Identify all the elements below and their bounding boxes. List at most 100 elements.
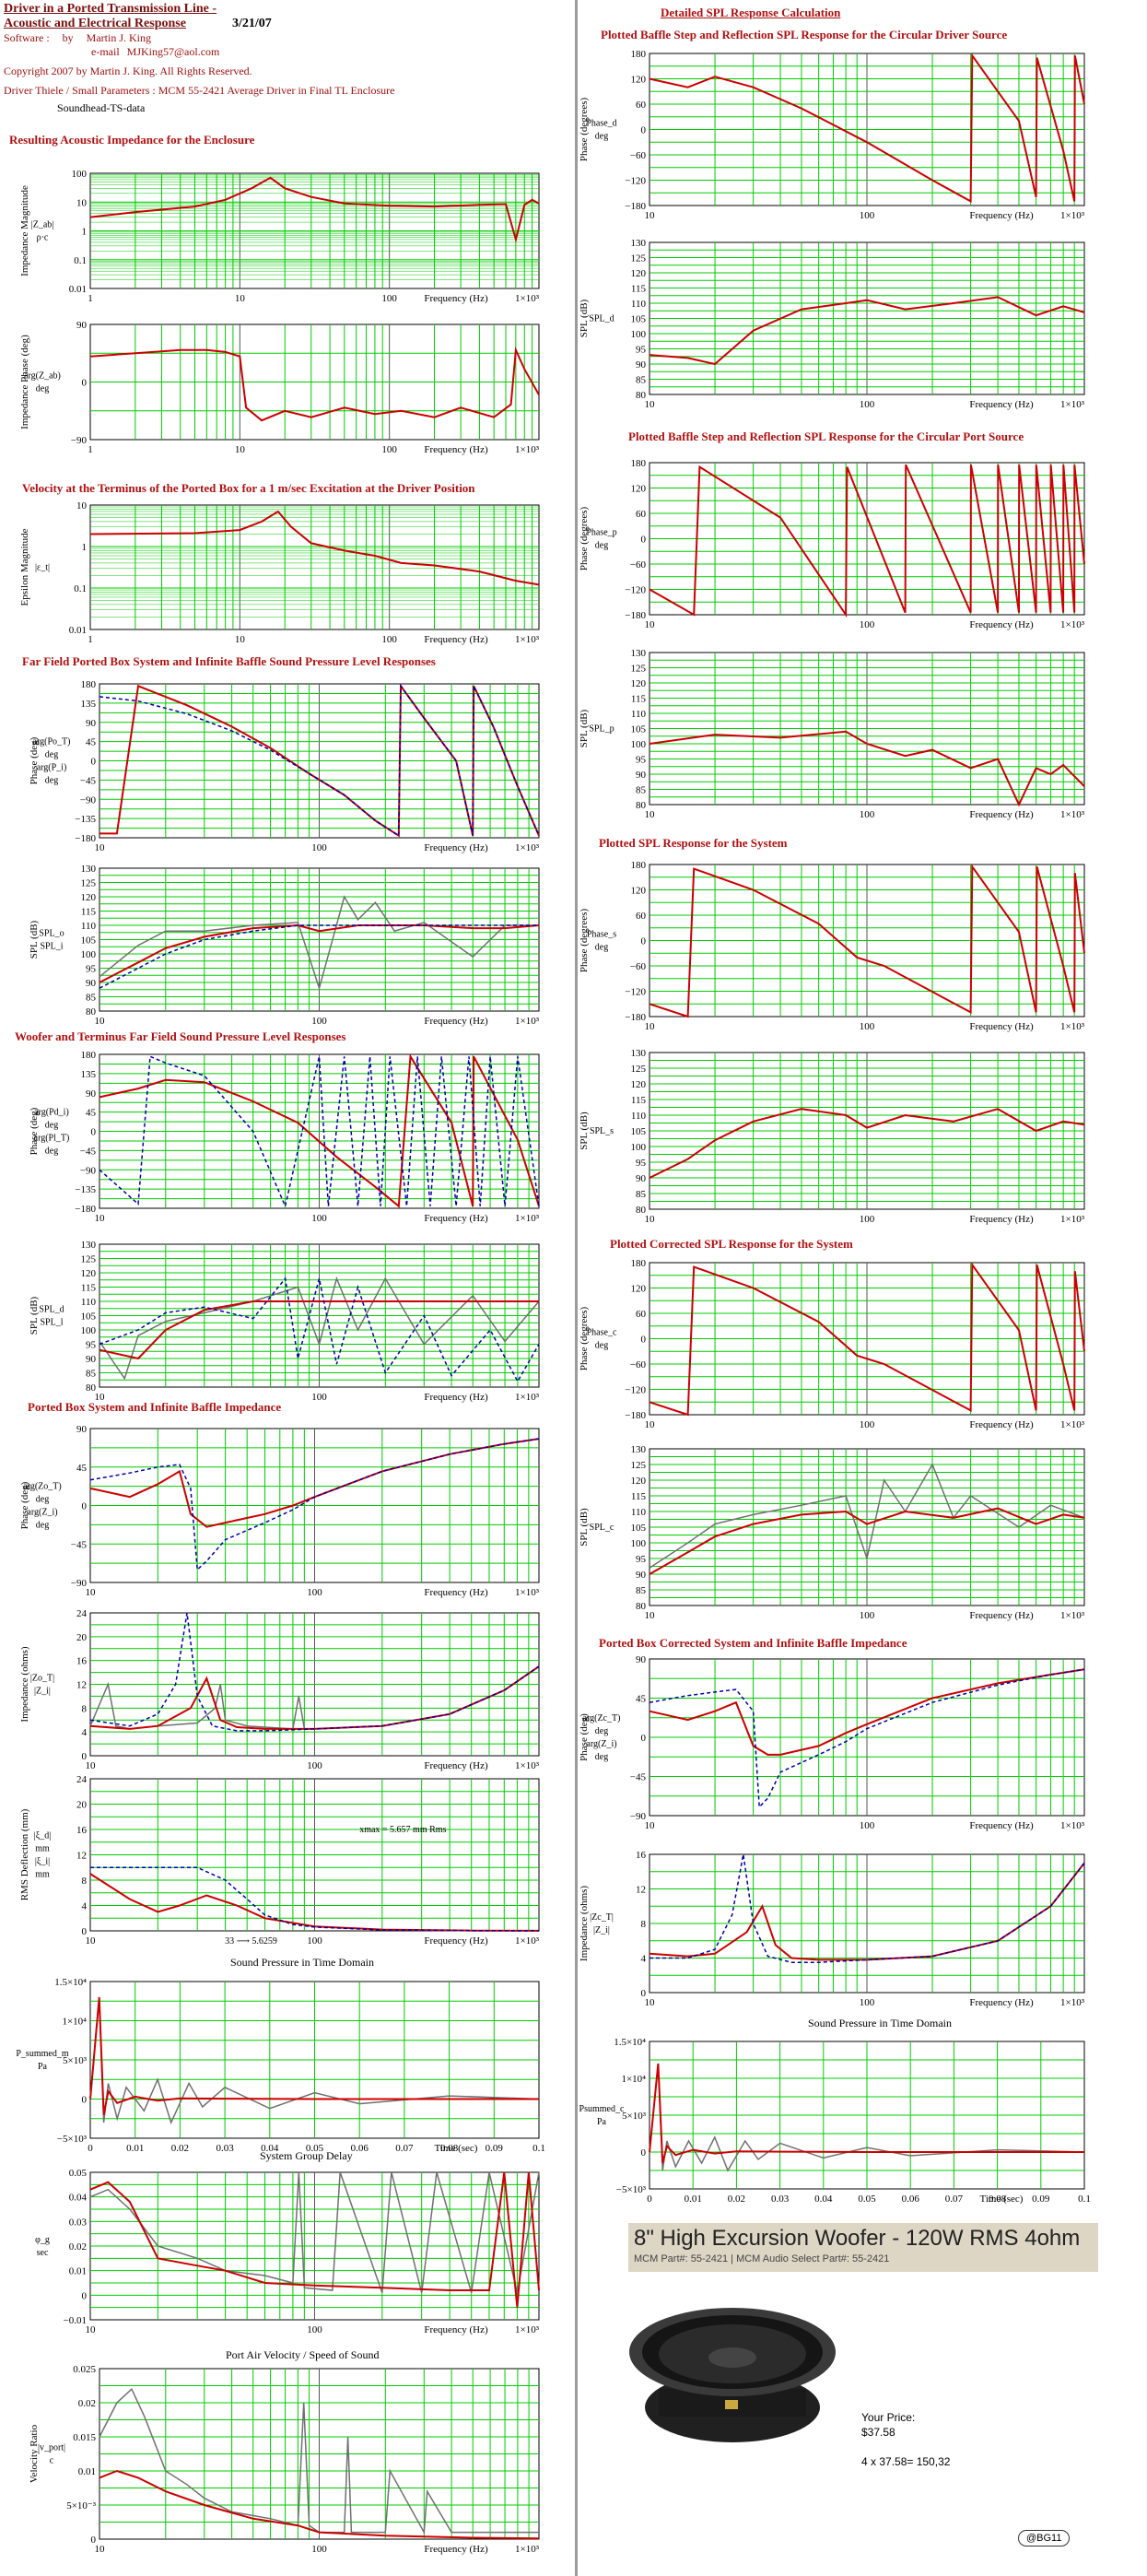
y-tick-label: 80	[636, 800, 647, 811]
y-tick-label: 115	[631, 1095, 647, 1106]
legend-entry: arg(Zc_T)	[583, 1713, 621, 1723]
y-tick-label: 125	[631, 1064, 647, 1075]
series-line-0	[89, 1873, 540, 1932]
y-tick-label: 60	[636, 100, 647, 111]
x-tick-label: 10	[645, 1610, 656, 1621]
y-tick-label: −180	[625, 1012, 646, 1023]
y-tick-label: 120	[631, 1079, 647, 1090]
y-tick-label: 4	[82, 1727, 88, 1738]
x-tick-label: 1×10³	[515, 1587, 540, 1598]
product-part: MCM Part#: 55-2421 | MCM Audio Select Pa…	[634, 2253, 890, 2264]
y-tick-label: 100	[631, 739, 647, 750]
y-tick-label: 120	[631, 1284, 647, 1295]
x-axis-label: Frequency (Hz)	[969, 809, 1034, 820]
y-axis-label: Impedance Magnitude	[19, 185, 30, 276]
x-tick-label: 10	[645, 399, 656, 410]
y-tick-label: −60	[630, 961, 647, 972]
legend-entry: |Zo_T|	[30, 1674, 54, 1684]
series-line-0	[89, 1438, 540, 1528]
series-line-0	[89, 176, 540, 243]
y-tick-label: 0.015	[73, 2432, 96, 2443]
x-tick-label: 100	[311, 842, 327, 853]
x-tick-label: 0.08	[440, 2143, 459, 2154]
y-axis-label: Velocity Ratio	[29, 2424, 40, 2483]
legend-entry: SPL_c	[590, 1523, 614, 1533]
y-tick-label: −180	[625, 1410, 646, 1421]
y-tick-label: 105	[631, 724, 647, 735]
legend-entry: |ε_t|	[35, 563, 50, 573]
y-tick-label: 110	[81, 1297, 97, 1308]
x-tick-label: 10	[235, 444, 246, 455]
y-tick-label: 16	[76, 1656, 88, 1667]
y-axis-label: Phase (degrees)	[579, 909, 590, 973]
y-tick-label: 115	[81, 1283, 97, 1294]
y-tick-label: 8	[82, 1876, 88, 1887]
x-tick-label: 1×10³	[515, 444, 540, 455]
y-tick-label: −120	[625, 176, 646, 187]
plot-grid	[650, 1053, 1084, 1209]
y-tick-label: 135	[81, 699, 97, 710]
x-tick-label: 0.04	[261, 2143, 279, 2154]
x-tick-label: 100	[860, 399, 875, 410]
section-detailed-title: Detailed SPL Response Calculation	[661, 6, 841, 19]
y-axis-label: Phase (deg)	[29, 736, 40, 784]
caption-group-delay: System Group Delay	[260, 2149, 353, 2162]
title-line-2: Acoustic and Electrical Response	[4, 17, 186, 30]
x-axis-label: Frequency (Hz)	[969, 1997, 1034, 2008]
y-tick-label: 20	[76, 1632, 88, 1643]
y-tick-label: −45	[80, 1146, 97, 1157]
x-tick-label: 0.06	[902, 2194, 920, 2205]
legend-entry: |Z_i|	[34, 1687, 51, 1697]
author-email[interactable]: MJKing57@aol.com	[126, 45, 220, 58]
y-tick-label: 95	[636, 1554, 647, 1565]
series-line-1	[650, 1853, 1085, 1963]
x-tick-label: 1×10³	[515, 1760, 540, 1771]
y-tick-label: 0.1	[74, 583, 87, 594]
y-tick-label: 180	[631, 1258, 647, 1269]
x-tick-label: 1	[88, 293, 93, 304]
x-axis-label: Frequency (Hz)	[424, 1587, 488, 1598]
y-tick-label: 130	[631, 1444, 647, 1455]
section-acoustic-impedance: Resulting Acoustic Impedance for the Enc…	[9, 133, 255, 147]
legend-entry: φ_g	[35, 2235, 50, 2245]
plot-frame	[89, 504, 540, 630]
product-banner[interactable]: 8" High Excursion Woofer - 120W RMS 4ohm…	[628, 2223, 1098, 2272]
y-tick-label: 100	[631, 1538, 647, 1549]
plot-grid	[650, 242, 1084, 394]
x-tick-label: 100	[860, 619, 875, 630]
x-tick-label: 1×10³	[1060, 1419, 1085, 1430]
chart-l9: 24 20 16 12 8 4 010 100 1×10³ Frequency (Hz) Imped…	[19, 1608, 540, 1771]
x-tick-label: 10	[645, 1820, 656, 1831]
series-line-1	[649, 1668, 1085, 1809]
y-tick-label: 0.04	[69, 2193, 88, 2204]
x-tick-label: 0.06	[351, 2143, 369, 2154]
legend-entry: deg	[45, 1147, 58, 1157]
x-tick-label: 1×10³	[515, 634, 540, 645]
legend-entry: Phase_c	[587, 1328, 617, 1338]
y-tick-label: 85	[636, 1585, 647, 1596]
legend-entry: arg(Po_T)	[33, 737, 71, 747]
y-tick-label: 12	[636, 1885, 646, 1896]
x-axis-label: Frequency (Hz)	[969, 210, 1034, 221]
y-axis-label: Phase (degrees)	[579, 507, 590, 571]
y-tick-label: 130	[81, 1240, 97, 1251]
y-tick-label: −180	[75, 833, 96, 844]
y-tick-label: 95	[636, 755, 647, 766]
y-tick-label: −45	[630, 1772, 647, 1783]
y-tick-label: 1×10⁴	[62, 2017, 87, 2028]
y-tick-label: −90	[630, 1811, 647, 1822]
section-far-field: Far Field Ported Box System and Infinite…	[22, 654, 436, 668]
section-baffle-port: Plotted Baffle Step and Reflection SPL R…	[628, 429, 1024, 443]
y-tick-label: 105	[81, 1312, 97, 1323]
y-tick-label: 0	[82, 1501, 88, 1512]
x-axis-label: Frequency (Hz)	[424, 634, 488, 645]
x-tick-label: 1×10³	[515, 1213, 540, 1224]
series-line-1	[649, 2063, 1084, 2164]
y-tick-label: 16	[76, 1825, 88, 1836]
x-axis-label: Frequency (Hz)	[969, 1820, 1034, 1831]
chart-l13: 0.025 0.02 0.015 0.01 5×10⁻³ 010 100 1×10³ Frequ…	[29, 2364, 540, 2555]
